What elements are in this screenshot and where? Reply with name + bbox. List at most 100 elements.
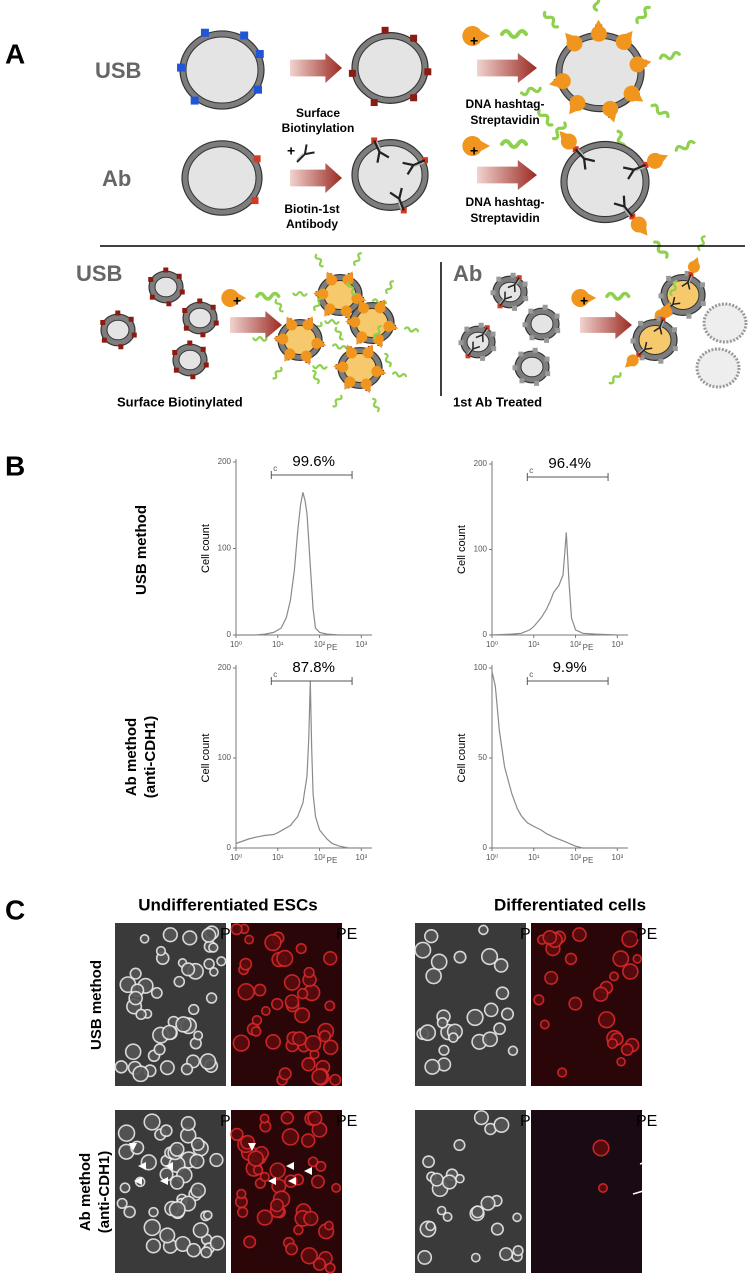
- biotin-marker: [544, 337, 550, 343]
- streptavidin-body: [302, 316, 314, 331]
- antibody-shape: [507, 277, 520, 293]
- biotin-marker: [200, 28, 209, 37]
- antibody: [296, 144, 315, 163]
- cell-interior: [357, 145, 423, 205]
- biotin-marker: [519, 378, 525, 384]
- antibody-shape: [499, 298, 504, 305]
- streptavidin-body: [360, 378, 372, 394]
- dna-hashtag: [519, 86, 542, 97]
- streptavidin-body: [356, 331, 368, 345]
- antibody: [681, 274, 693, 290]
- cell-image: [159, 1060, 175, 1076]
- cell-image: [205, 992, 218, 1004]
- cell-image: [265, 1034, 281, 1050]
- y-axis-label: Cell count: [200, 734, 212, 783]
- cell-image: [180, 1116, 196, 1132]
- cell-image: [180, 1062, 194, 1076]
- cell-image: [114, 1060, 129, 1074]
- dna-hashtag: [373, 325, 383, 339]
- cell-interior: [638, 325, 672, 355]
- cell-interior: [466, 331, 490, 353]
- cell-image: [419, 1024, 437, 1042]
- antibody-shape: [402, 159, 426, 176]
- cell-image: [182, 930, 198, 946]
- cell-image: [192, 1222, 209, 1239]
- dna-hashtag: [551, 121, 567, 141]
- biotin-marker: [182, 307, 188, 313]
- cell-image: [294, 1007, 311, 1024]
- cell-image: [201, 927, 217, 943]
- cell-image: [169, 1141, 185, 1157]
- caption: Surface Biotinylated: [117, 394, 243, 409]
- step-label: Streptavidin: [470, 211, 539, 225]
- cell-image: [493, 1116, 510, 1133]
- cell-image: [307, 1156, 319, 1168]
- biotin-marker: [484, 325, 490, 331]
- cell-image: [260, 1006, 271, 1016]
- cell-image: [312, 1257, 327, 1271]
- cell-image: [442, 1211, 453, 1222]
- biotin-marker: [458, 340, 464, 346]
- biotin-marker: [528, 308, 534, 314]
- process-arrow: [580, 311, 632, 339]
- cell-image: [283, 974, 301, 991]
- cell-image: [329, 1073, 342, 1086]
- x-axis-label: PE: [327, 643, 338, 652]
- unlabeled-cell: [695, 347, 741, 389]
- y-tick-label: 0: [483, 843, 488, 852]
- cell-image: [143, 1218, 161, 1237]
- cell-image: [453, 950, 467, 964]
- cell-image: [123, 1205, 136, 1219]
- streptavidin: [542, 10, 583, 52]
- process-arrow: [290, 163, 342, 193]
- arrowhead: [658, 1154, 666, 1161]
- x-axis-label: PE: [583, 643, 594, 652]
- streptavidin: [311, 337, 348, 350]
- cell-image: [186, 1242, 201, 1258]
- plus-sign: +: [233, 293, 241, 309]
- antibody: [622, 163, 646, 180]
- streptavidin: [332, 376, 356, 408]
- row-label: Ab method: [77, 1153, 94, 1231]
- cell-image: [429, 1172, 444, 1187]
- cell-image: [493, 958, 509, 973]
- panel-label: A: [5, 38, 25, 69]
- cell-image: [473, 1110, 489, 1126]
- biotin-marker: [658, 293, 664, 299]
- y-tick-label: 200: [474, 459, 488, 468]
- biotin-marker: [177, 63, 186, 72]
- cell-interior: [188, 307, 212, 329]
- streptavidin-body: [687, 256, 700, 273]
- streptavidin-body: [324, 303, 336, 317]
- cell-interior: [178, 349, 202, 371]
- cell-image: [236, 1188, 247, 1200]
- cell-image: [295, 942, 307, 955]
- cell-image: [209, 967, 219, 977]
- cell-image: [281, 1128, 300, 1146]
- image-label: PE: [636, 1113, 657, 1130]
- cell-image: [188, 1003, 200, 1016]
- x-tick-label: 10¹: [272, 853, 284, 862]
- biotin-marker: [381, 26, 389, 34]
- cell-image: [495, 986, 510, 1000]
- dna-hashtag: [650, 103, 670, 119]
- arrowhead: [304, 1167, 312, 1175]
- column-title: Differentiated cells: [494, 895, 646, 914]
- dna-hashtag: [274, 298, 284, 313]
- biotin-marker: [478, 322, 484, 328]
- biotin-marker: [253, 155, 261, 163]
- row-label: USB: [95, 58, 141, 83]
- streptavidin: [334, 326, 358, 359]
- dna-hashtag: [384, 352, 392, 368]
- dna-hashtag: [255, 291, 281, 301]
- cell-image: [622, 963, 639, 980]
- streptavidin: [462, 25, 528, 46]
- cell-image: [609, 971, 620, 982]
- cell-image: [483, 1002, 499, 1018]
- streptavidin-body: [659, 301, 672, 318]
- panel-label: C: [5, 894, 25, 925]
- cell-image: [117, 1124, 136, 1142]
- antibody: [467, 341, 481, 357]
- cell-image: [259, 1113, 270, 1124]
- biotin-marker: [554, 313, 560, 319]
